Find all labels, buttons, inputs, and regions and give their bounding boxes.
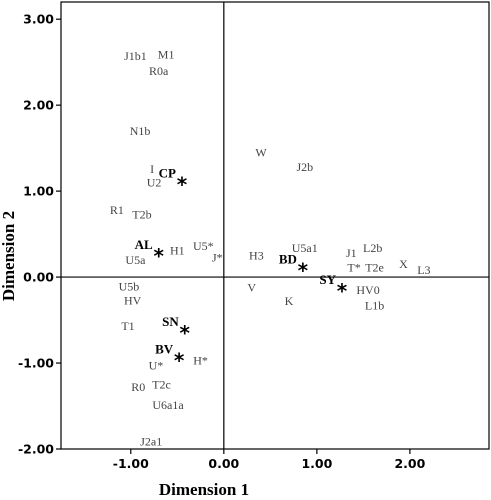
point-label: U* (149, 359, 164, 373)
point-label: J1 (346, 246, 357, 260)
point-label: J2b (296, 160, 313, 174)
point-label: L1b (365, 298, 384, 312)
point-label: HV0 (356, 283, 379, 297)
y-tick-label: 3.00 (23, 12, 54, 27)
point-label: W (255, 145, 267, 159)
x-tick-label: 1.00 (301, 456, 332, 471)
y-tick-label: 2.00 (23, 98, 54, 113)
point-label: U5b (119, 280, 140, 294)
point-label: L3 (417, 263, 430, 277)
point-label: H1 (170, 243, 185, 257)
point-label: K (285, 294, 294, 308)
x-tick-label: 2.00 (394, 456, 425, 471)
plot-frame (60, 1, 490, 450)
point-labels: J1b1 M1 R0a N1b IU2 R1 T2b U5a H1 U5*J* W J2b H3 U5a1… (110, 47, 431, 448)
y-tick-label: -2.00 (18, 442, 54, 457)
point-label: R0a (149, 64, 169, 78)
x-tick-label: 0.00 (208, 456, 239, 471)
point-label: I (150, 162, 154, 176)
point-label: H3 (249, 249, 264, 263)
point-label: HV (124, 293, 142, 307)
point-label: U6a1a (152, 398, 184, 412)
y-tick-label: -1.00 (18, 356, 54, 371)
point-label: X (399, 257, 408, 271)
point-label: N1b (130, 124, 151, 138)
group-marker-star: * (337, 279, 348, 303)
group-marker-star: * (298, 258, 309, 282)
point-label: U5a1 (292, 241, 318, 255)
point-label: R1 (110, 203, 124, 217)
group-label: SN (162, 314, 179, 329)
point-label: L2b (363, 241, 382, 255)
y-axis-title: Dimension 2 (0, 211, 18, 301)
y-axis-ticks: 3.00 2.00 1.00 0.00 -1.00 -2.00 (18, 12, 61, 457)
point-label: T* (347, 261, 360, 275)
group-markers: *CP*AL*BD*SY*SN*BV (135, 166, 348, 373)
group-marker-star: * (177, 173, 188, 197)
group-label: BD (279, 251, 297, 266)
point-label: U2 (147, 176, 162, 190)
group-label: BV (155, 342, 174, 357)
point-label: M1 (158, 47, 175, 61)
y-tick-label: 1.00 (23, 184, 54, 199)
point-label: T1 (121, 319, 134, 333)
point-label: J* (212, 250, 223, 264)
point-label: J1b1 (124, 49, 147, 63)
group-marker-star: * (174, 349, 185, 373)
group-marker-star: * (153, 244, 164, 268)
y-tick-label: 0.00 (23, 270, 54, 285)
point-label: R0 (131, 380, 145, 394)
point-label: U5* (193, 239, 214, 253)
group-marker-star: * (180, 321, 191, 345)
point-label: H* (193, 353, 208, 367)
point-label: J2a1 (140, 434, 162, 448)
x-axis-ticks: -1.00 0.00 1.00 2.00 (113, 449, 426, 471)
point-label: T2b (132, 207, 151, 221)
point-label: V (247, 280, 256, 294)
x-axis-title: Dimension 1 (159, 480, 249, 499)
point-label: T2c (152, 378, 171, 392)
point-label: U5a (125, 253, 146, 267)
group-label: CP (159, 166, 176, 181)
group-label: AL (135, 237, 153, 252)
point-label: T2e (365, 261, 384, 275)
group-label: SY (319, 272, 336, 287)
x-tick-label: -1.00 (113, 456, 149, 471)
